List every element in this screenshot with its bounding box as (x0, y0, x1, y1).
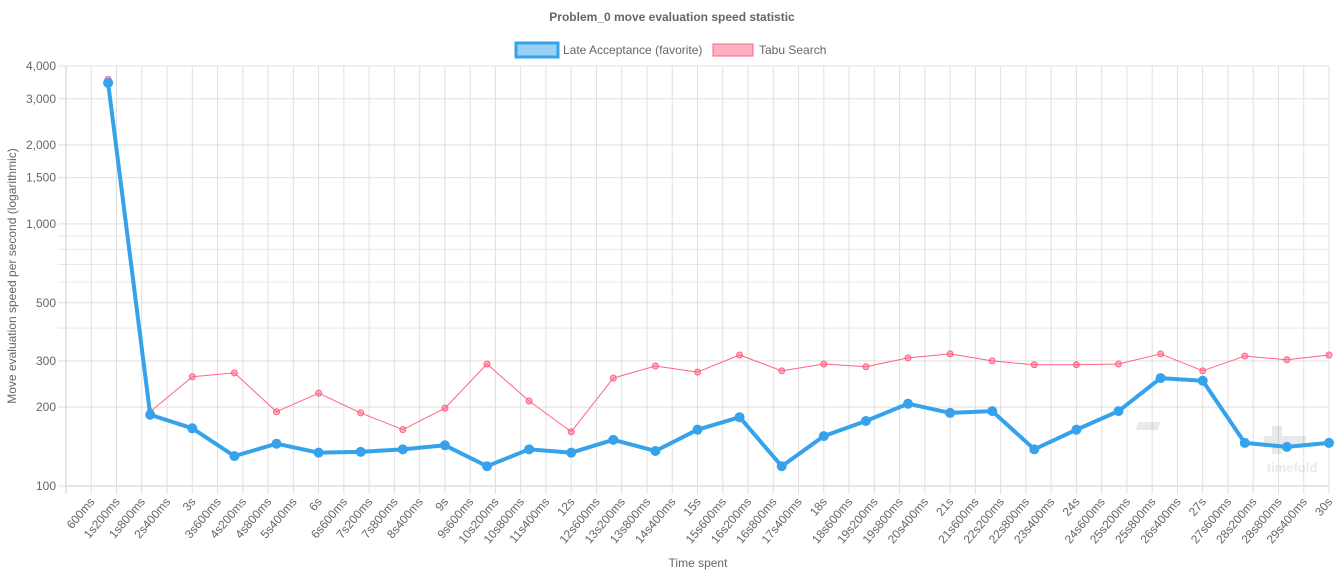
data-point[interactable] (313, 447, 324, 458)
data-point[interactable] (1113, 406, 1124, 417)
data-point[interactable] (1324, 437, 1334, 448)
data-point[interactable] (1197, 375, 1208, 386)
data-point[interactable] (1239, 437, 1250, 448)
y-tick-label: 100 (36, 479, 56, 493)
y-tick-label: 4,000 (26, 59, 56, 73)
data-point[interactable] (1325, 351, 1333, 359)
y-tick-label: 2,000 (26, 138, 56, 152)
data-point[interactable] (483, 360, 491, 368)
data-point[interactable] (778, 367, 786, 375)
data-point[interactable] (1199, 367, 1207, 375)
data-point[interactable] (188, 373, 196, 381)
chart-title: Problem_0 move evaluation speed statisti… (549, 10, 795, 24)
data-point[interactable] (355, 446, 366, 457)
data-point[interactable] (524, 444, 535, 455)
series-late-acceptance (103, 77, 1334, 472)
x-tick-label: 30s (1312, 495, 1335, 519)
data-point[interactable] (145, 409, 156, 420)
data-point[interactable] (1157, 350, 1165, 358)
data-point[interactable] (1029, 444, 1040, 455)
data-point[interactable] (734, 412, 745, 423)
legend: Late Acceptance (favorite) Tabu Search (514, 41, 826, 59)
data-point[interactable] (187, 423, 198, 434)
data-point[interactable] (776, 461, 787, 472)
data-point[interactable] (818, 431, 829, 442)
data-point[interactable] (1115, 360, 1122, 368)
data-point[interactable] (946, 350, 954, 358)
data-point[interactable] (271, 438, 282, 449)
series-line (107, 79, 1330, 433)
data-point[interactable] (694, 368, 701, 376)
data-point[interactable] (399, 426, 407, 434)
grid (58, 65, 1330, 494)
data-point[interactable] (862, 363, 870, 371)
data-point[interactable] (1155, 373, 1166, 384)
y-tick-label: 300 (36, 354, 56, 368)
series-layer (103, 75, 1334, 472)
y-tick-label: 1,500 (26, 171, 56, 185)
y-tick-label: 200 (36, 400, 56, 414)
y-axis: 100 200 300 500 1,000 1,500 2,000 3,000 4,000 (26, 59, 56, 493)
data-point[interactable] (650, 445, 661, 456)
data-point[interactable] (736, 351, 744, 359)
x-tick-label: 9s (432, 495, 451, 514)
data-point[interactable] (566, 447, 577, 458)
data-point[interactable] (273, 408, 280, 416)
x-tick-label: 6s (306, 495, 325, 514)
data-point[interactable] (651, 362, 659, 370)
y-axis-title: Move evaluation speed per second (logari… (5, 148, 19, 403)
data-point[interactable] (439, 440, 450, 451)
legend-swatch (712, 43, 754, 57)
data-point[interactable] (903, 398, 913, 409)
legend-item-late-acceptance[interactable]: Late Acceptance (favorite) (514, 41, 702, 59)
data-point[interactable] (230, 369, 238, 377)
data-point[interactable] (692, 424, 703, 435)
data-point[interactable] (904, 354, 912, 362)
legend-swatch (514, 41, 560, 59)
x-tick-label: 3s (180, 495, 199, 514)
y-tick-label: 500 (36, 296, 56, 310)
data-point[interactable] (103, 77, 114, 88)
data-point[interactable] (525, 397, 533, 405)
data-point[interactable] (441, 404, 449, 412)
data-point[interactable] (1072, 361, 1080, 369)
data-point[interactable] (987, 406, 998, 417)
legend-item-tabu-search[interactable]: Tabu Search (712, 43, 826, 57)
y-tick-label: 1,000 (26, 217, 56, 231)
data-point[interactable] (945, 407, 956, 418)
legend-label: Tabu Search (759, 43, 826, 57)
data-point[interactable] (609, 374, 617, 382)
data-point[interactable] (357, 409, 365, 417)
legend-label: Late Acceptance (favorite) (563, 43, 702, 57)
data-point[interactable] (860, 415, 871, 426)
data-point[interactable] (315, 389, 323, 397)
data-point[interactable] (229, 451, 240, 462)
series-tabu-search (104, 75, 1333, 436)
data-point[interactable] (1241, 352, 1249, 360)
data-point[interactable] (988, 357, 996, 365)
data-point[interactable] (1283, 356, 1291, 364)
timefold-logo: timefold (1135, 422, 1317, 475)
data-point[interactable] (482, 461, 492, 472)
data-point[interactable] (820, 360, 828, 368)
data-point[interactable] (567, 428, 575, 436)
y-tick-label: 3,000 (26, 92, 56, 106)
data-point[interactable] (1071, 424, 1082, 435)
data-point[interactable] (397, 444, 408, 455)
data-point[interactable] (1030, 361, 1038, 369)
svg-text:timefold: timefold (1267, 460, 1318, 475)
x-axis-title: Time spent (669, 556, 729, 570)
series-line (106, 82, 1330, 469)
data-point[interactable] (608, 434, 619, 445)
data-point[interactable] (1281, 441, 1292, 452)
